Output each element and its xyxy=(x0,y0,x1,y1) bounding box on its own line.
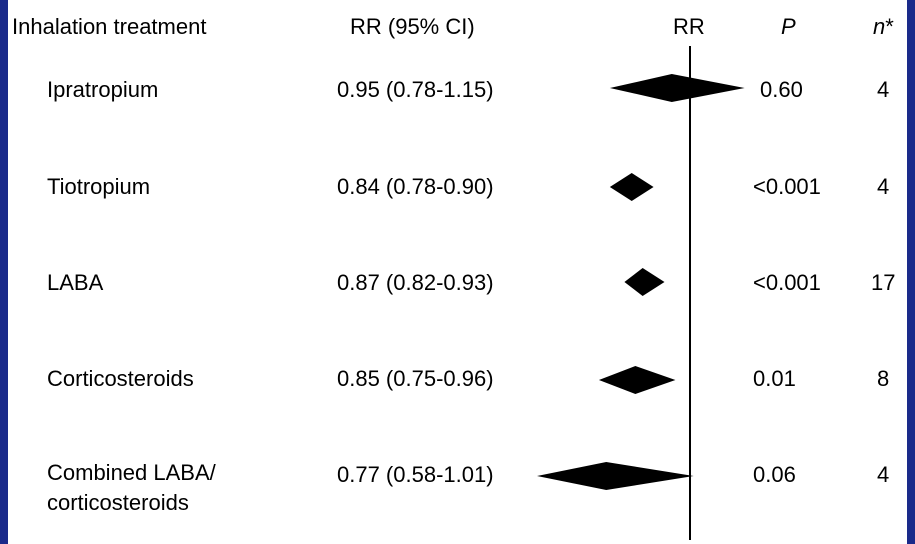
header-p: P xyxy=(781,14,796,39)
row-n-count: 17 xyxy=(871,270,896,295)
row-rr-ci: 0.87 (0.82-0.93) xyxy=(337,270,494,295)
row-n-count: 4 xyxy=(877,174,890,199)
header-n: n* xyxy=(873,14,894,40)
row-treatment: LABA xyxy=(47,270,104,295)
estimate-diamond xyxy=(609,74,745,102)
row-treatment: Combined LABA/ corticosteroids xyxy=(47,460,216,515)
row-p-value: 0.06 xyxy=(753,462,796,487)
row-n-count: 4 xyxy=(877,462,890,487)
row-p-value: <0.001 xyxy=(753,174,821,199)
row-p-value: 0.01 xyxy=(753,366,796,391)
estimate-diamond xyxy=(609,173,654,201)
header-n-asterisk: * xyxy=(885,14,894,39)
estimate-diamond xyxy=(624,268,665,296)
row-rr-ci: 0.77 (0.58-1.01) xyxy=(337,462,494,487)
row-rr-ci: 0.85 (0.75-0.96) xyxy=(337,366,494,391)
header-rr-ci: RR (95% CI) xyxy=(350,14,475,39)
row-rr-ci: 0.95 (0.78-1.15) xyxy=(337,77,494,102)
row-p-value: <0.001 xyxy=(753,270,821,295)
forest-plot-panel xyxy=(8,0,907,544)
row-rr-ci: 0.84 (0.78-0.90) xyxy=(337,174,494,199)
estimate-diamond xyxy=(598,366,676,394)
row-treatment: Corticosteroids xyxy=(47,366,194,391)
header-n-letter: n xyxy=(873,14,886,39)
row-treatment: Ipratropium xyxy=(47,77,159,102)
header-rr: RR xyxy=(673,14,705,39)
estimate-diamond xyxy=(537,462,694,490)
estimate-markers xyxy=(537,74,745,490)
header-treatment: Inhalation treatment xyxy=(12,14,207,39)
row-n-count: 4 xyxy=(877,77,890,102)
row-n-count: 8 xyxy=(877,366,890,391)
row-treatment: Tiotropium xyxy=(47,174,151,199)
row-p-value: 0.60 xyxy=(760,77,803,102)
